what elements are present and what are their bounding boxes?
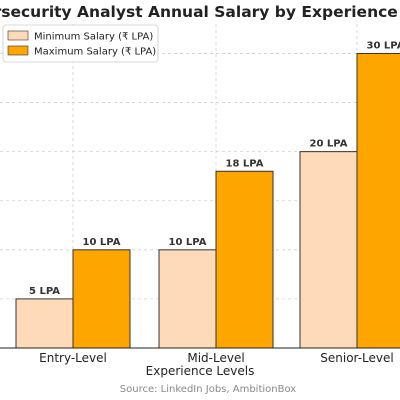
legend-swatch-maximum [7,45,29,56]
legend-label-minimum: Minimum Salary (₹ LPA) [34,32,153,43]
data-label: 18 LPA [226,158,264,169]
x-tick-label: Mid-Level [187,351,244,365]
legend-label-maximum: Maximum Salary (₹ LPA) [34,47,156,58]
x-tick-label: Senior-Level [320,351,393,365]
bar-minimum-mid-level [158,249,217,349]
bars [15,52,400,349]
data-label: 30 LPA [367,40,400,51]
x-tick-label: Entry-Level [39,351,107,365]
legend: Minimum Salary (₹ LPA) Maximum Salary (₹… [2,24,159,63]
bar-maximum-entry-level [72,249,131,349]
data-label: 5 LPA [29,286,60,297]
bar-maximum-mid-level [215,170,274,349]
data-label: 10 LPA [83,237,121,248]
data-label: 20 LPA [310,139,348,150]
chart-title: Cybersecurity Analyst Annual Salary by E… [0,3,400,21]
legend-frame [2,24,159,63]
bar-minimum-senior-level [299,151,358,349]
legend-swatch-minimum [7,30,29,41]
data-labels: 5 LPA 10 LPA 20 LPA 10 LPA 18 LPA 30 LPA [29,40,400,296]
data-label: 10 LPA [169,237,207,248]
source-note: Source: LinkedIn Jobs, AmbitionBox [120,384,296,395]
bar-maximum-senior-level [356,52,400,349]
x-tick-labels: Entry-Level Mid-Level Senior-Level [39,351,394,365]
bar-minimum-entry-level [15,298,74,349]
x-axis-label: Experience Levels [146,364,255,378]
